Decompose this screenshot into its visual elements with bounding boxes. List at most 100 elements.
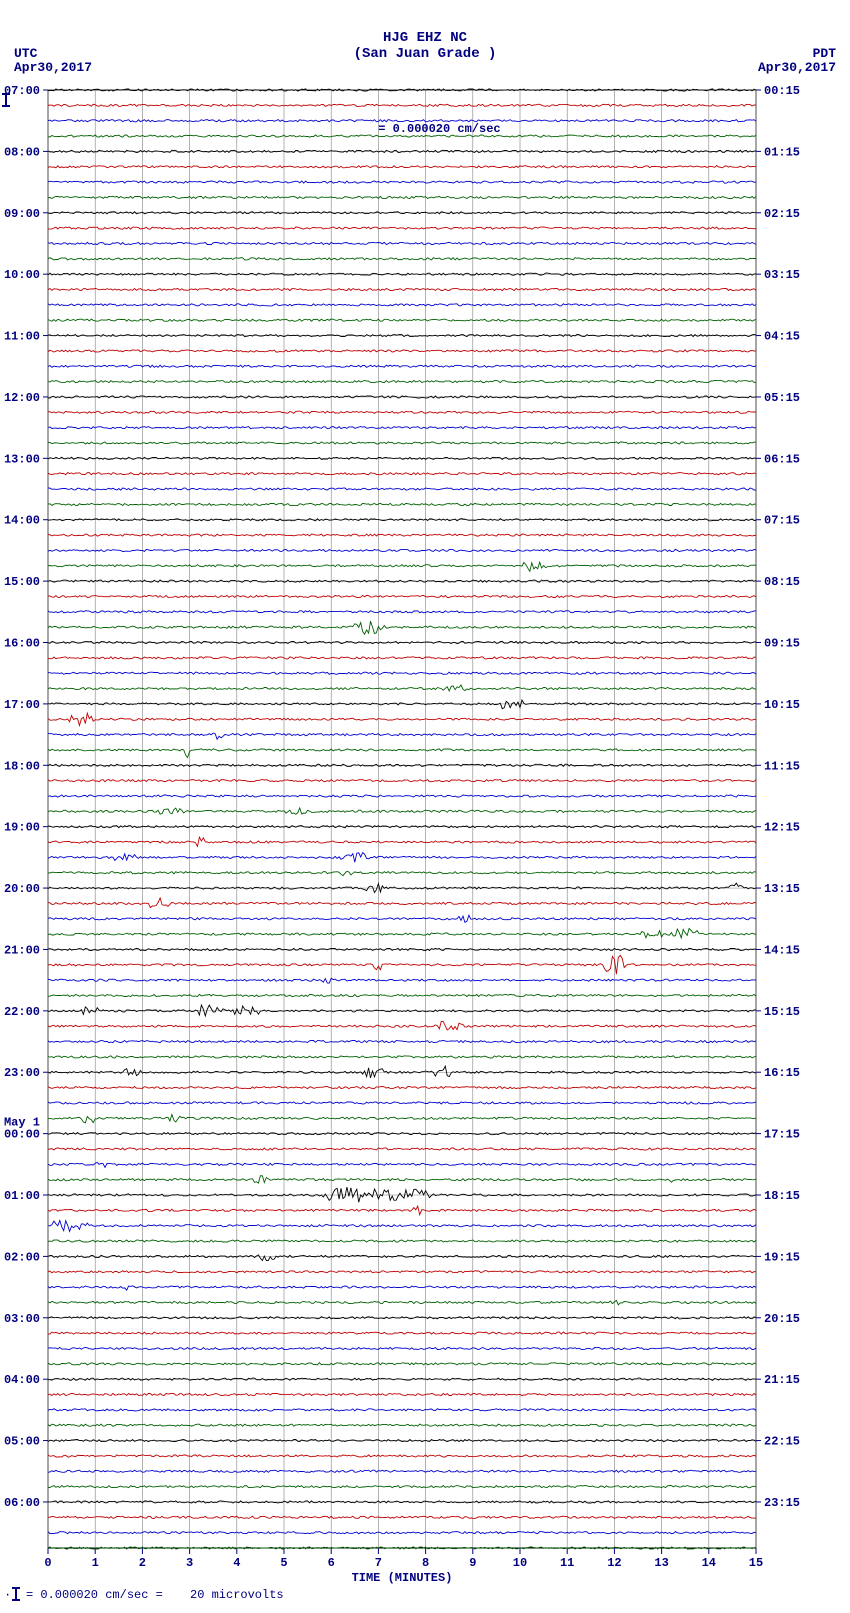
- seismic-trace: [48, 319, 756, 321]
- right-time-label: 12:15: [764, 821, 800, 835]
- x-tick-label: 3: [186, 1556, 193, 1570]
- seismic-trace: [48, 641, 756, 643]
- seismic-trace: [48, 488, 756, 490]
- seismic-trace: [48, 685, 756, 691]
- seismic-trace: [48, 1455, 756, 1457]
- x-tick-label: 0: [44, 1556, 51, 1570]
- left-time-label: 09:00: [4, 207, 40, 221]
- right-time-label: 15:15: [764, 1005, 800, 1019]
- right-time-label: 11:15: [764, 759, 800, 773]
- seismic-trace: [48, 749, 756, 758]
- seismic-trace: [48, 978, 756, 983]
- seismic-trace: [48, 1087, 756, 1089]
- seismic-trace: [48, 549, 756, 551]
- station-line2: (San Juan Grade ): [0, 46, 850, 62]
- left-time-label: 16:00: [4, 637, 40, 651]
- seismic-trace: [48, 808, 756, 814]
- left-time-label: 12:00: [4, 391, 40, 405]
- x-axis-label: TIME (MINUTES): [352, 1571, 453, 1585]
- seismic-trace: [48, 350, 756, 352]
- left-time-label: 11:00: [4, 330, 40, 344]
- left-time-label: 13:00: [4, 452, 40, 466]
- seismic-trace: [48, 1286, 756, 1290]
- right-time-label: 06:15: [764, 452, 800, 466]
- seismic-trace: [48, 929, 756, 938]
- scale-label-row: = 0.000020 cm/sec: [0, 64, 850, 150]
- left-time-label: 00:00: [4, 1128, 40, 1142]
- x-tick-label: 13: [654, 1556, 668, 1570]
- seismic-trace: [48, 1332, 756, 1334]
- right-time-label: 21:15: [764, 1373, 800, 1387]
- seismic-trace: [48, 1300, 756, 1304]
- seismic-trace: [48, 1240, 756, 1242]
- seismic-trace: [48, 1393, 756, 1395]
- seismic-trace: [48, 898, 756, 908]
- seismic-trace: [48, 672, 756, 674]
- left-time-label: 01:00: [4, 1189, 40, 1203]
- x-tick-label: 1: [92, 1556, 99, 1570]
- seismic-trace: [48, 427, 756, 429]
- right-time-label: 18:15: [764, 1189, 800, 1203]
- x-tick-label: 4: [233, 1556, 240, 1570]
- x-tick-label: 12: [607, 1556, 621, 1570]
- seismic-trace: [48, 1021, 756, 1030]
- seismic-trace: [48, 1176, 756, 1183]
- seismic-trace: [48, 1187, 756, 1202]
- seismic-trace: [48, 381, 756, 383]
- left-time-label: 04:00: [4, 1373, 40, 1387]
- x-tick-label: 2: [139, 1556, 146, 1570]
- x-tick-label: 8: [422, 1556, 429, 1570]
- seismic-trace: [48, 1409, 756, 1411]
- seismic-trace: [48, 780, 756, 782]
- seismic-trace: [48, 1255, 756, 1261]
- left-time-label: 15:00: [4, 575, 40, 589]
- seismic-trace: [48, 181, 756, 183]
- left-time-label: 18:00: [4, 759, 40, 773]
- right-time-label: 09:15: [764, 637, 800, 651]
- left-time-label: 22:00: [4, 1005, 40, 1019]
- seismogram-plot: 0123456789101112131415TIME (MINUTES)07:0…: [0, 0, 850, 1613]
- seismic-trace: [48, 955, 756, 974]
- seismic-trace: [48, 1148, 756, 1150]
- x-tick-label: 5: [280, 1556, 287, 1570]
- seismic-trace: [48, 1221, 756, 1232]
- x-tick-label: 7: [375, 1556, 382, 1570]
- seismic-trace: [48, 304, 756, 306]
- seismic-trace: [48, 1206, 756, 1215]
- left-time-label: 14:00: [4, 514, 40, 528]
- left-time-label: 03:00: [4, 1312, 40, 1326]
- seismic-trace: [48, 227, 756, 229]
- seismic-trace: [48, 621, 756, 634]
- right-time-label: 20:15: [764, 1312, 800, 1326]
- right-time-label: 16:15: [764, 1066, 800, 1080]
- right-time-label: 23:15: [764, 1496, 800, 1510]
- seismic-trace: [48, 411, 756, 413]
- right-time-label: 03:15: [764, 268, 800, 282]
- right-time-label: 07:15: [764, 514, 800, 528]
- seismic-trace: [48, 733, 756, 739]
- seismic-trace: [48, 700, 756, 709]
- seismic-trace: [48, 713, 756, 725]
- seismic-trace: [48, 1516, 756, 1518]
- left-time-label: 17:00: [4, 698, 40, 712]
- seismic-trace: [48, 595, 756, 597]
- seismic-trace: [48, 562, 756, 571]
- right-time-label: 02:15: [764, 207, 800, 221]
- left-time-label: 10:00: [4, 268, 40, 282]
- seismic-trace: [48, 1532, 756, 1534]
- seismic-trace: [48, 1102, 756, 1104]
- seismic-trace: [48, 915, 756, 922]
- seismic-trace: [48, 1040, 756, 1042]
- right-time-label: 10:15: [764, 698, 800, 712]
- seismic-trace: [48, 611, 756, 613]
- right-time-label: 08:15: [764, 575, 800, 589]
- seismic-trace: [48, 1271, 756, 1273]
- seismic-trace: [48, 258, 756, 260]
- left-time-label: 19:00: [4, 821, 40, 835]
- right-time-label: 14:15: [764, 943, 800, 957]
- left-time-label: 20:00: [4, 882, 40, 896]
- left-time-label: 06:00: [4, 1496, 40, 1510]
- seismic-trace: [48, 837, 756, 846]
- right-time-label: 19:15: [764, 1250, 800, 1264]
- right-time-label: 22:15: [764, 1435, 800, 1449]
